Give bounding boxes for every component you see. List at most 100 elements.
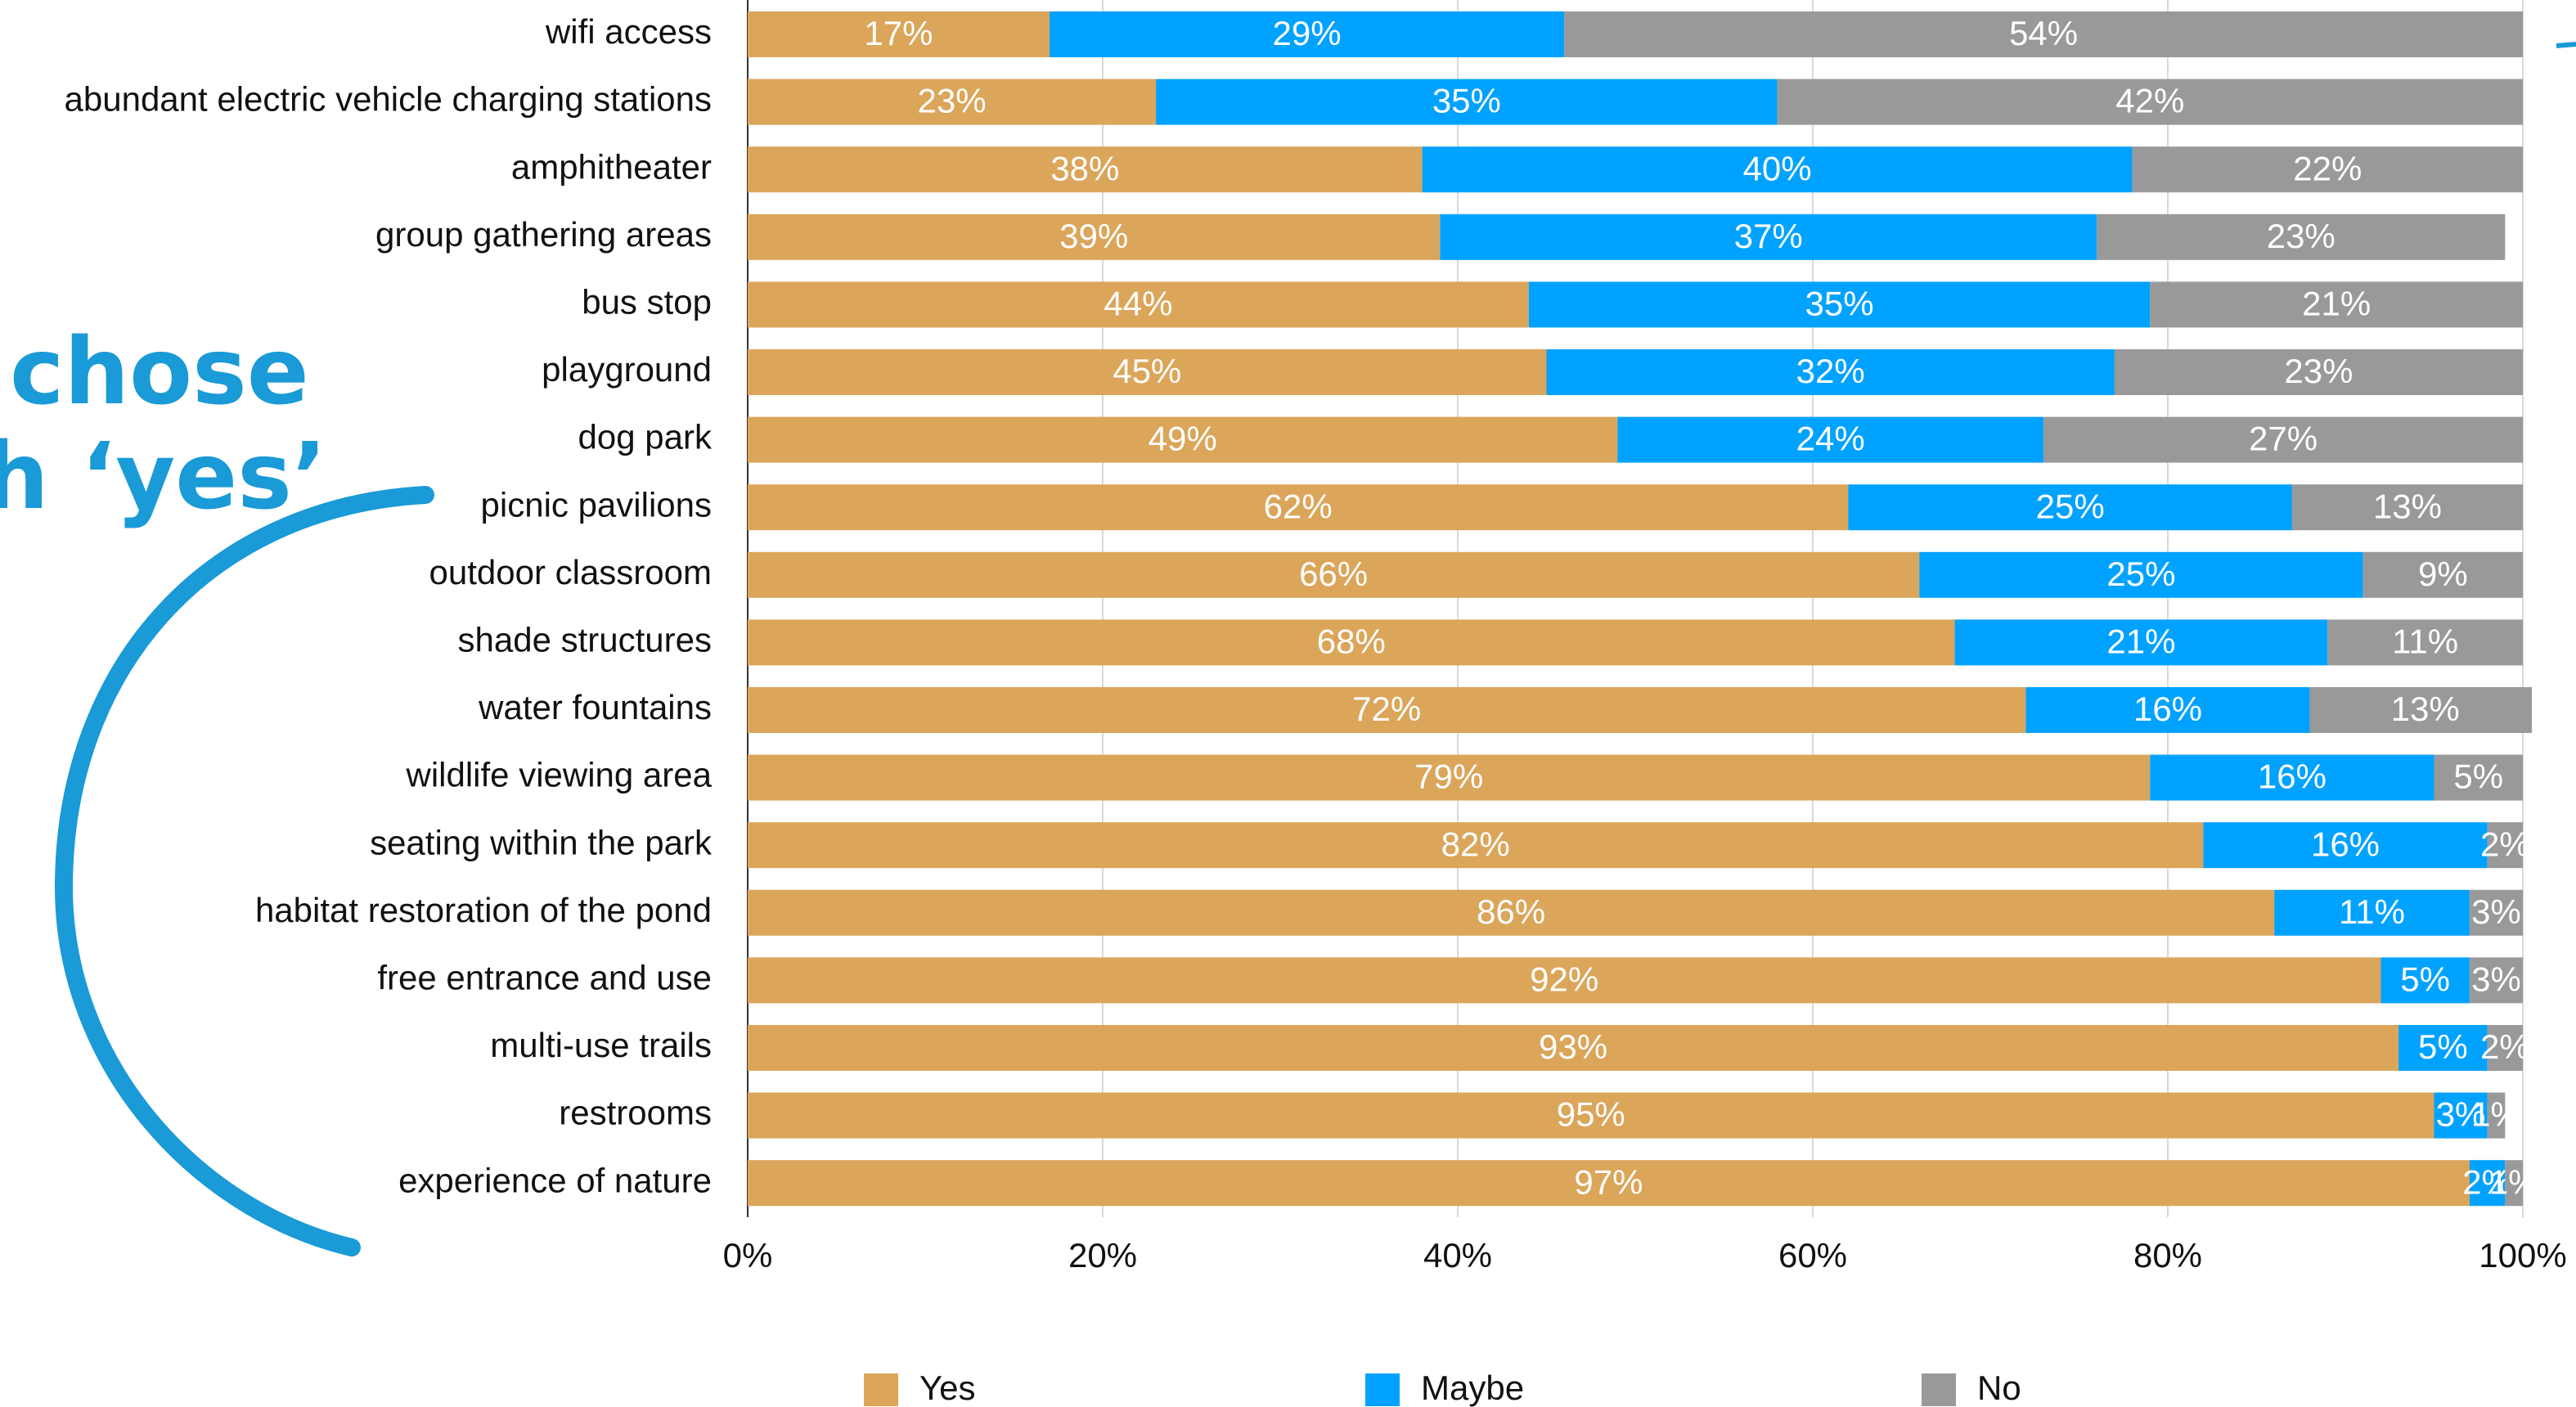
value-label: 72% [1352,690,1421,728]
bar-segment [748,146,1423,193]
value-label: 13% [2373,487,2442,525]
value-label: 3% [2436,1095,2486,1134]
value-label: 1% [2471,1095,2521,1134]
labels: 0% 20% 40% 60% 80% 100% wifi access abundant el… [65,12,2567,1407]
bar-segment [1156,79,1778,125]
bar-segment [748,822,2204,869]
value-label: 23% [2267,217,2335,255]
bar-segment [748,889,2275,936]
value-label: 66% [1299,555,1368,593]
value-label: 25% [2036,487,2105,525]
legend-label: No [1977,1369,2021,1407]
bar-segment [2469,889,2523,936]
value-label: 16% [2133,690,2202,728]
value-label: 13% [2391,690,2460,728]
y-tick-label: habitat restoration of the pond [255,891,712,929]
bar-segment [748,349,1547,395]
bar-segment [1564,11,2523,57]
y-tick-label: outdoor classroom [429,553,713,591]
bar-segment [2398,1025,2488,1071]
value-label: 37% [1734,217,1803,255]
bar-segment [2150,281,2523,328]
value-label: 79% [1414,757,1483,796]
legend-label: Yes [919,1369,976,1407]
value-label: 2% [2480,1027,2530,1066]
bar-segment [2380,957,2470,1004]
bar-segment [748,1092,2434,1139]
value-label: 23% [2284,352,2353,390]
bar-segment [2203,822,2488,869]
grid [747,0,2524,1217]
legend-label: Maybe [1421,1369,1524,1407]
legend-swatch [1365,1373,1400,1406]
bar-segment [2327,619,2523,666]
value-label: 25% [2106,555,2175,593]
y-tick-label: wildlife viewing area [405,756,712,794]
bar-segment [748,79,1157,125]
value-label: 39% [1059,217,1128,255]
legend-swatch [864,1373,898,1406]
value-label: 45% [1113,352,1181,390]
value-label: 35% [1432,82,1501,120]
value-label: 9% [2418,555,2468,593]
y-tick-label: amphitheater [511,147,712,186]
value-label: 11% [2392,622,2458,660]
decorative-swirl [54,486,434,1256]
bar-segment [1919,551,2363,598]
bar-segment [748,687,2026,733]
y-tick-label: restrooms [559,1094,712,1132]
bar-segment [1617,416,2044,463]
value-label: 40% [1743,149,1812,187]
y-tick-label: abundant electric vehicle charging stati… [65,80,712,119]
value-label: 5% [2453,757,2503,796]
x-tick-label: 0% [723,1236,773,1274]
value-label: 82% [1441,825,1510,863]
bar-segment [2097,214,2506,260]
value-label: 27% [2249,420,2318,458]
y-tick-label: seating within the park [370,823,713,861]
value-label: 93% [1539,1027,1607,1066]
bar-segment [2469,957,2523,1004]
bar-segment [748,551,1920,598]
bar-segment [2309,687,2532,733]
bar-segment [1528,281,2151,328]
value-label: 95% [1557,1095,1625,1134]
bar-segment [2150,754,2434,801]
bar-segment [2487,822,2523,869]
bar-segment [748,281,1529,328]
y-tick-label: bus stop [582,282,712,321]
bar-segment [1422,146,2133,193]
value-label: 2% [2480,825,2530,863]
value-label: 32% [1796,352,1865,390]
bar-segment [2043,416,2523,463]
value-label: 21% [2106,622,2175,660]
bar-segment [1777,79,2523,125]
value-label: 3% [2471,960,2521,998]
bar-segment [748,11,1050,57]
value-label: 2% [2462,1162,2512,1201]
value-label: 38% [1050,149,1119,187]
value-label: 23% [918,82,987,120]
bar-segment [748,1160,2470,1207]
value-label: 1% [2489,1162,2539,1201]
value-label: 16% [2311,825,2380,863]
value-label: 3% [2471,892,2521,931]
value-label: 35% [1805,284,1874,322]
bar-segment [1049,11,1565,57]
bar-segment [748,754,2151,801]
annotation: chose [10,319,309,425]
value-label: 5% [2418,1027,2468,1066]
x-tick-label: 60% [1778,1236,1847,1274]
bar-segment [748,416,1618,463]
y-tick-label: dog park [578,418,713,456]
bar-segment [2434,1092,2488,1139]
bar-segment [2469,1160,2506,1207]
bar-segment [748,214,1441,260]
bar-segment [1546,349,2115,395]
bar-segment [1440,214,2097,260]
value-label: 21% [2302,284,2371,322]
x-tick-label: 80% [2133,1236,2202,1274]
value-label: 92% [1530,960,1598,998]
bar-segment [2025,687,2310,733]
